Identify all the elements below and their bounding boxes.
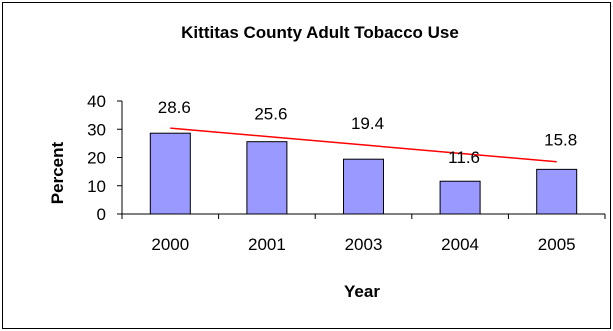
x-tick-label-2004: 2004 (441, 235, 479, 254)
chart-title: Kittitas County Adult Tobacco Use (181, 23, 459, 42)
y-tick-label-0: 0 (97, 205, 106, 224)
bar-2003 (343, 158, 384, 215)
y-tick-label-30: 30 (87, 120, 106, 139)
y-tick-label-10: 10 (87, 177, 106, 196)
data-label-2004: 11.6 (448, 148, 480, 167)
y-tick-label-40: 40 (87, 92, 106, 111)
y-tick-label-20: 20 (87, 149, 106, 168)
bar-2000 (149, 132, 191, 215)
bar-2001 (246, 141, 288, 215)
y-axis-label: Percent (48, 141, 67, 204)
x-tick-label-2001: 2001 (248, 235, 286, 254)
x-tick-label-2000: 2000 (151, 235, 189, 254)
x-axis-label: Year (344, 282, 380, 301)
data-label-2003: 19.4 (351, 114, 384, 133)
trendline (170, 127, 557, 163)
plot-area: 0 10 20 30 40 2000 2001 2003 2004 2005 28.6 25.6 19.… (87, 92, 606, 254)
data-label-2001: 25.6 (254, 105, 287, 124)
bar-2004 (439, 180, 481, 215)
x-tick-label-2003: 2003 (345, 235, 383, 254)
data-label-2005: 15.8 (544, 130, 577, 149)
x-tick-label-2005: 2005 (538, 235, 576, 254)
data-label-2000: 28.6 (158, 98, 191, 117)
bar-2005 (536, 168, 578, 215)
